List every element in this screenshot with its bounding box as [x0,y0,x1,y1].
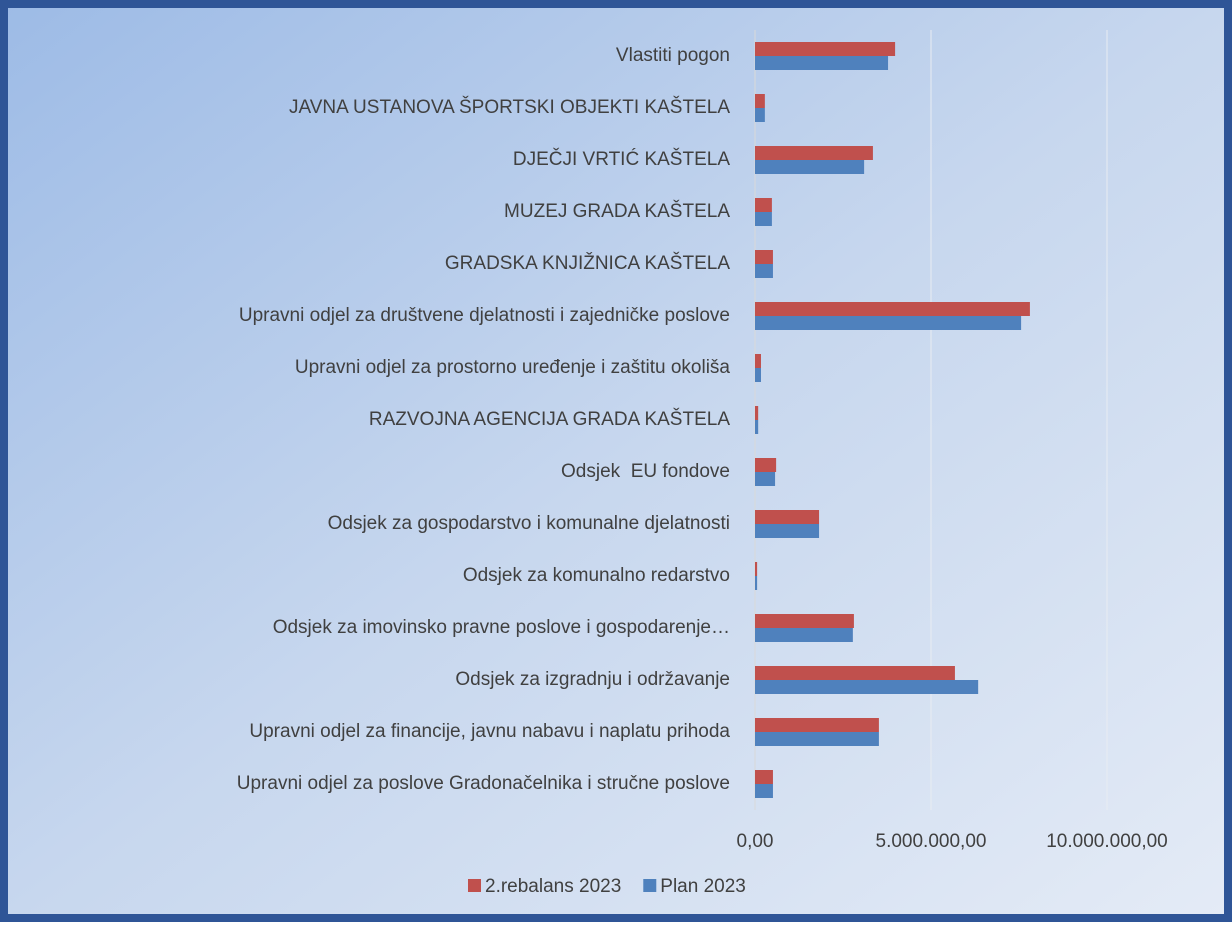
bar [755,146,873,160]
x-tick-label: 0,00 [737,831,774,852]
y-tick-label: Upravni odjel za financije, javnu nabavu… [249,721,730,742]
y-tick-label: Vlastiti pogon [616,45,730,66]
y-tick-label: RAZVOJNA AGENCIJA GRADA KAŠTELA [369,408,730,430]
bar [755,614,854,628]
bar [755,524,820,538]
bar [755,732,879,746]
y-tick-label: Upravni odjel za prostorno uređenje i za… [295,357,731,378]
legend-swatch [643,879,657,892]
bar [755,784,773,798]
bar [755,718,879,732]
bar [755,472,776,486]
y-tick-label: Odsjek EU fondove [561,461,730,482]
y-tick-label: Upravni odjel za poslove Gradonačelnika … [237,773,730,794]
bar [755,316,1022,330]
bar [755,420,759,434]
bar [755,56,889,70]
bar [755,354,761,368]
bar [755,680,979,694]
legend-label: Plan 2023 [660,876,746,897]
bar [755,458,777,472]
y-tick-label: MUZEJ GRADA KAŠTELA [504,200,730,222]
y-tick-label: DJEČJI VRTIĆ KAŠTELA [513,148,730,170]
bar [755,368,761,382]
y-tick-label: Upravni odjel za društvene djelatnosti i… [239,305,730,326]
bar [755,42,896,56]
legend-label: 2.rebalans 2023 [485,876,621,897]
legend-swatch [468,879,481,892]
bar [755,302,1030,316]
y-tick-label: Odsjek za imovinsko pravne poslove i gos… [273,617,730,638]
bar [755,250,773,264]
bar [755,108,765,122]
bar [755,576,758,590]
bar [755,770,773,784]
y-tick-label: Odsjek za komunalno redarstvo [463,565,730,586]
y-tick-label: Odsjek za gospodarstvo i komunalne djela… [328,513,730,534]
bar [755,666,955,680]
bar [755,628,853,642]
bar [755,160,865,174]
bar [755,264,773,278]
bar [755,510,820,524]
y-tick-label: JAVNA USTANOVA ŠPORTSKI OBJEKTI KAŠTELA [289,96,730,118]
bar [755,198,772,212]
bar [755,212,772,226]
bar [755,562,758,576]
x-tick-label: 10.000.000,00 [1046,831,1168,852]
bar [755,406,759,420]
bar [755,94,765,108]
y-tick-label: Odsjek za izgradnju i održavanje [455,669,730,690]
x-tick-label: 5.000.000,00 [876,831,987,852]
y-tick-label: GRADSKA KNJIŽNICA KAŠTELA [445,252,730,274]
